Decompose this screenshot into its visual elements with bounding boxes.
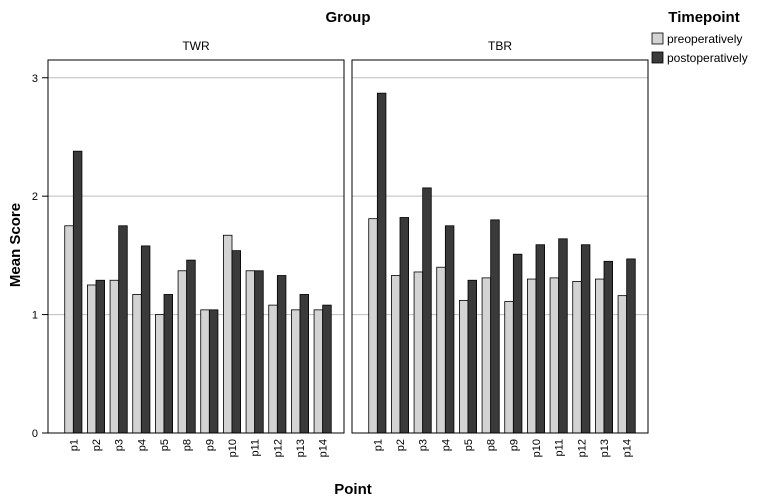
panels: TWR p1 p2 p3 p4 p5 p8 p9 p10 p11 p12 p13 p14 TBR p1 p2 p… xyxy=(47,39,649,457)
bar-twr-p13-pre xyxy=(290,309,301,434)
bar-tbr-p2-post xyxy=(399,217,410,434)
legend-swatch-postoperatively xyxy=(651,51,664,64)
bar-tbr-p9-pre xyxy=(504,301,514,434)
bar-twr-p4-post xyxy=(140,245,151,434)
bar-tbr-p2-pre xyxy=(390,275,401,434)
x-tick-label: p4 xyxy=(136,439,148,451)
x-axis-title: Point xyxy=(334,481,372,498)
bar-tbr-p11-pre xyxy=(549,277,560,434)
bar-tbr-p5-post xyxy=(467,279,478,434)
y-tick-label: 1 xyxy=(32,310,38,322)
bar-tbr-p1-pre xyxy=(368,218,378,434)
legend-label-preoperatively: preoperatively xyxy=(667,32,742,46)
x-tick-label: p5 xyxy=(463,439,475,451)
bar-tbr-p14-post xyxy=(626,258,636,434)
bar-tbr-p11-post xyxy=(558,238,568,434)
legend: preoperatively postoperatively xyxy=(651,32,748,65)
panel-frame xyxy=(47,59,345,434)
x-tick-label: p12 xyxy=(272,439,284,457)
x-tick-label: p5 xyxy=(159,439,171,451)
x-tick-label: p14 xyxy=(318,439,330,457)
x-tick-label: p14 xyxy=(622,439,634,457)
bar-twr-p5-post xyxy=(163,294,174,434)
bar-tbr-p9-post xyxy=(512,253,523,434)
bar-tbr-p4-post xyxy=(444,225,455,434)
legend-label-postoperatively: postoperatively xyxy=(667,51,748,65)
x-tick-label: p11 xyxy=(554,439,566,457)
bar-twr-p1-post xyxy=(72,150,83,434)
bar-twr-p10-post xyxy=(231,250,242,434)
y-axis-title: Mean Score xyxy=(7,203,24,287)
bar-tbr-p3-post xyxy=(422,187,432,434)
facet-label: TBR xyxy=(488,39,512,53)
x-tick-label: p12 xyxy=(576,439,588,457)
x-tick-label: p11 xyxy=(250,439,262,457)
bar-twr-p9-post xyxy=(208,309,219,434)
x-tick-label: p8 xyxy=(182,439,194,451)
bar-twr-p12-pre xyxy=(268,304,278,434)
x-tick-label: p3 xyxy=(418,439,430,451)
x-tick-label: p13 xyxy=(599,439,611,457)
bar-tbr-p8-pre xyxy=(481,277,492,434)
legend-title: Timepoint xyxy=(668,9,739,26)
bar-tbr-p4-pre xyxy=(436,266,446,434)
x-tick-label: p10 xyxy=(227,439,239,457)
bar-twr-p8-pre xyxy=(177,270,188,434)
x-tick-label: p10 xyxy=(531,439,543,457)
bar-twr-p13-post xyxy=(299,294,310,434)
bar-twr-p3-pre xyxy=(109,279,120,434)
bar-twr-p1-pre xyxy=(64,225,74,434)
x-tick-label: p3 xyxy=(114,439,126,451)
bar-tbr-p3-pre xyxy=(413,271,424,434)
bar-twr-p5-pre xyxy=(154,314,165,434)
bar-twr-p8-post xyxy=(186,259,196,434)
x-tick-label: p8 xyxy=(486,439,498,451)
x-tick-label: p1 xyxy=(372,439,384,451)
y-tick-label: 2 xyxy=(32,191,38,203)
bar-twr-p11-pre xyxy=(245,270,256,434)
bar-twr-p10-pre xyxy=(222,234,233,434)
bar-twr-p4-pre xyxy=(132,294,142,434)
x-tick-label: p1 xyxy=(68,439,80,451)
bar-twr-p12-post xyxy=(276,275,287,434)
y-axis-ticks: 0 1 2 3 xyxy=(32,73,48,440)
bar-twr-p11-post xyxy=(254,270,264,434)
panel-twr: TWR p1 p2 p3 p4 p5 p8 p9 p10 p11 p12 p13 p14 xyxy=(47,39,345,457)
bar-tbr-p10-post xyxy=(535,244,546,434)
panel-frame xyxy=(351,59,649,434)
bar-twr-p9-pre xyxy=(200,309,210,434)
bar-twr-p2-pre xyxy=(87,284,97,434)
bar-twr-p3-post xyxy=(118,225,128,434)
facet-label: TWR xyxy=(182,39,210,53)
bar-tbr-p10-pre xyxy=(527,278,537,434)
bar-twr-p14-post xyxy=(322,304,332,434)
bar-tbr-p1-post xyxy=(376,92,387,434)
bar-twr-p14-pre xyxy=(313,309,324,434)
bar-tbr-p5-pre xyxy=(458,299,469,434)
bar-tbr-p12-post xyxy=(580,244,591,434)
legend-swatch-preoperatively xyxy=(651,32,664,45)
group-title: Group xyxy=(326,9,371,26)
y-tick-label: 0 xyxy=(32,428,38,440)
x-tick-label: p2 xyxy=(91,439,103,451)
bar-tbr-p8-post xyxy=(490,219,500,434)
bar-tbr-p14-pre xyxy=(617,295,628,434)
bar-tbr-p13-pre xyxy=(595,278,605,434)
y-tick-label: 3 xyxy=(32,73,38,85)
bar-tbr-p12-pre xyxy=(572,281,582,434)
x-tick-label: p9 xyxy=(508,439,520,451)
bar-tbr-p13-post xyxy=(603,260,614,434)
bar-twr-p2-post xyxy=(95,279,106,434)
x-tick-label: p13 xyxy=(295,439,307,457)
x-tick-label: p4 xyxy=(440,439,452,451)
panel-tbr: TBR p1 p2 p3 p4 p5 p8 p9 p10 p11 p12 p13 p14 xyxy=(351,39,649,457)
x-tick-label: p9 xyxy=(204,439,216,451)
x-tick-label: p2 xyxy=(395,439,407,451)
